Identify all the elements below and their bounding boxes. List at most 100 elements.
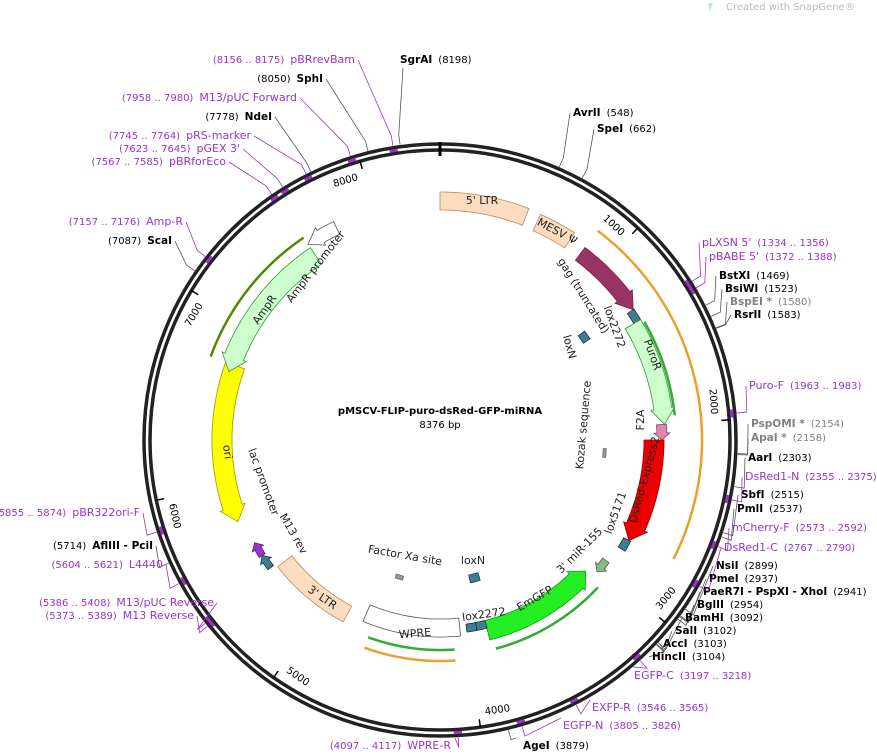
tick-mark <box>658 616 666 624</box>
backbone-inner <box>148 148 732 732</box>
site-label: PmeI (2937) <box>709 573 778 585</box>
label-pos: (5855 .. 5874) <box>0 508 66 519</box>
feature-label: Factor Xa site <box>367 543 443 569</box>
site-label: (7567 .. 7585) pBRforEco <box>92 155 227 168</box>
leader-line <box>723 494 739 537</box>
primer-mark <box>569 697 579 704</box>
leader-line <box>558 112 571 168</box>
label-name: Amp-R <box>146 215 183 228</box>
feature-shape <box>307 221 341 246</box>
site-label: DsRed1-N (2355 .. 2375) <box>745 470 877 483</box>
tick-mark <box>631 227 639 235</box>
leader-line <box>357 59 394 146</box>
tick-label: 7000 <box>183 301 206 328</box>
feature-shape <box>622 439 665 542</box>
leader-line <box>699 547 722 592</box>
primer-mark <box>179 576 187 586</box>
site-label: Puro-F (1963 .. 1983) <box>749 379 861 392</box>
label-pos: (1334 .. 1356) <box>757 238 829 249</box>
label-pos: (2899) <box>745 561 778 572</box>
label-pos: (3197 .. 3218) <box>680 671 752 682</box>
leader-line <box>155 545 169 568</box>
primer-mark <box>632 653 641 661</box>
primer-mark <box>684 279 692 289</box>
leader-line <box>696 256 707 289</box>
label-pos: (7157 .. 7176) <box>69 217 141 228</box>
tick-label: 6000 <box>166 503 182 530</box>
label-pos: (8050) <box>257 74 290 85</box>
logo <box>708 3 713 12</box>
label-pos: (2954) <box>730 600 763 611</box>
site-label: AccI (3103) <box>663 638 727 650</box>
label-name: ScaI <box>147 235 172 247</box>
label-pos: (3092) <box>730 613 763 624</box>
label-pos: (3805 .. 3826) <box>609 721 681 732</box>
feature-label: 5' LTR <box>466 194 499 207</box>
label-pos: (2158) <box>793 433 826 444</box>
primer-mark <box>270 194 279 202</box>
leader-line <box>736 385 748 414</box>
leader-line <box>718 527 730 551</box>
label-name: EGFP-C <box>634 669 674 682</box>
feature-shape <box>439 191 530 226</box>
tick-mark <box>273 670 279 678</box>
feature-shape <box>574 246 634 311</box>
orf-arc <box>363 646 456 663</box>
label-pos: (3104) <box>692 652 725 663</box>
site-label: mCherry-F (2573 .. 2592) <box>732 521 867 534</box>
feature-shape <box>532 213 576 249</box>
leader-line <box>632 660 648 669</box>
leader-line <box>142 512 157 536</box>
site-label: (7157 .. 7176) Amp-R <box>69 215 184 228</box>
feature-label: ori <box>220 444 235 460</box>
tick-label: 4000 <box>484 703 511 717</box>
site-label: (7745 .. 7764) pRS-marker <box>109 129 252 142</box>
label-name: AflIII - PciI <box>92 540 153 552</box>
leader-line <box>648 644 665 658</box>
primer-mark <box>205 255 213 264</box>
leader-line <box>508 729 517 741</box>
feature-label: WPRE <box>398 626 431 642</box>
leader-line <box>716 314 732 329</box>
label-pos: (2154) <box>811 419 844 430</box>
site-label: SpeI (662) <box>597 123 656 135</box>
label-pos: (2767 .. 2790) <box>784 543 856 554</box>
primer-mark <box>724 494 730 504</box>
feature-label: F2A <box>634 409 647 430</box>
label-name: BstXI <box>719 270 750 282</box>
feature-shape <box>394 573 404 581</box>
tick-label: 8000 <box>332 172 359 190</box>
feature-shape <box>617 537 632 552</box>
site-label: ApaI * (2158) <box>751 432 826 444</box>
label-name: WPRE-R <box>407 739 451 752</box>
leader-line <box>196 602 218 630</box>
label-name: M13/pUC Forward <box>199 91 297 104</box>
feature-label: loxN <box>461 554 485 567</box>
tick-mark <box>156 497 165 502</box>
leader-line <box>685 565 714 616</box>
label-name: M13/pUC Reverse <box>116 596 214 609</box>
label-pos: (7958 .. 7980) <box>122 93 194 104</box>
leader-line <box>575 699 591 715</box>
site-label: RsrII (1583) <box>734 309 801 321</box>
orf-arc <box>209 236 305 357</box>
site-label: PspOMI * (2154) <box>751 418 844 430</box>
leader-line <box>185 221 206 257</box>
primer-mark <box>516 719 526 725</box>
leader-line <box>737 423 749 455</box>
label-pos: (662) <box>629 124 656 135</box>
label-name: SphI <box>297 73 323 85</box>
site-label: (7958 .. 7980) M13/pUC Forward <box>122 91 297 104</box>
label-name: BamHI <box>685 612 724 624</box>
label-pos: (2355 .. 2375) <box>805 472 877 483</box>
leader-line <box>242 148 283 188</box>
feature-label: lox5171 <box>602 490 629 536</box>
primer-mark <box>207 619 216 628</box>
leader-line <box>656 643 665 652</box>
primer-mark <box>304 175 313 182</box>
leader-line <box>737 437 749 456</box>
leader-line <box>705 275 717 306</box>
leader-line <box>174 240 195 272</box>
orf-arc <box>495 586 599 650</box>
plasmid-name: pMSCV-FLIP-puro-dsRed-GFP-miRNA <box>338 406 542 417</box>
